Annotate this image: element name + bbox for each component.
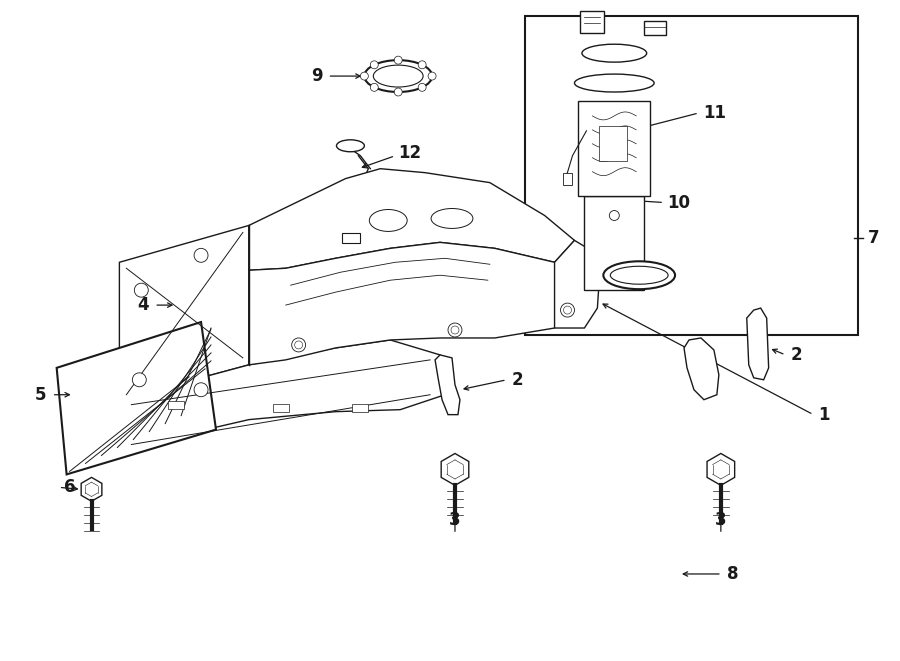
Ellipse shape — [369, 210, 407, 231]
Text: 9: 9 — [310, 67, 322, 85]
Ellipse shape — [374, 65, 423, 87]
Polygon shape — [57, 322, 216, 475]
Polygon shape — [248, 243, 574, 365]
Circle shape — [561, 303, 574, 317]
Circle shape — [394, 56, 402, 64]
Circle shape — [370, 83, 378, 91]
Circle shape — [418, 83, 426, 91]
Text: 10: 10 — [667, 194, 690, 212]
Text: 12: 12 — [398, 143, 421, 162]
Text: 1: 1 — [818, 406, 830, 424]
Bar — [273, 404, 289, 412]
Circle shape — [194, 249, 208, 262]
Text: 7: 7 — [868, 229, 879, 247]
Text: 2: 2 — [790, 346, 802, 364]
Ellipse shape — [574, 74, 654, 92]
Polygon shape — [120, 340, 445, 449]
Polygon shape — [248, 169, 574, 270]
Circle shape — [448, 323, 462, 337]
Circle shape — [418, 61, 426, 69]
Bar — [168, 401, 184, 408]
Polygon shape — [554, 241, 599, 328]
Bar — [562, 173, 572, 184]
Circle shape — [394, 88, 402, 96]
Circle shape — [428, 72, 436, 80]
Bar — [644, 21, 666, 35]
Polygon shape — [120, 225, 248, 400]
Bar — [584, 196, 644, 290]
Circle shape — [294, 341, 302, 349]
Text: 5: 5 — [35, 386, 47, 404]
Polygon shape — [441, 453, 469, 485]
Polygon shape — [684, 338, 719, 400]
Ellipse shape — [364, 60, 432, 92]
Polygon shape — [435, 355, 460, 414]
Text: 2: 2 — [512, 371, 524, 389]
Polygon shape — [81, 477, 102, 501]
Circle shape — [563, 306, 572, 314]
Text: 3: 3 — [449, 511, 461, 529]
Bar — [343, 233, 360, 243]
Polygon shape — [747, 308, 769, 380]
Circle shape — [194, 383, 208, 397]
Bar — [579, 101, 650, 196]
Text: 3: 3 — [715, 511, 726, 529]
Bar — [599, 126, 627, 161]
Circle shape — [609, 210, 619, 221]
Ellipse shape — [337, 140, 365, 152]
Ellipse shape — [610, 266, 668, 284]
Circle shape — [132, 373, 147, 387]
Bar — [353, 404, 368, 412]
Ellipse shape — [603, 261, 675, 289]
Text: 6: 6 — [64, 479, 75, 496]
Text: 8: 8 — [727, 565, 738, 583]
Circle shape — [360, 72, 368, 80]
Circle shape — [134, 283, 148, 297]
Polygon shape — [707, 453, 734, 485]
Text: 11: 11 — [703, 104, 726, 122]
Text: 4: 4 — [138, 296, 149, 314]
Ellipse shape — [431, 208, 472, 229]
Circle shape — [292, 338, 306, 352]
Bar — [580, 11, 604, 33]
Circle shape — [370, 61, 378, 69]
Bar — [525, 17, 859, 335]
Circle shape — [451, 326, 459, 334]
Ellipse shape — [582, 44, 647, 62]
